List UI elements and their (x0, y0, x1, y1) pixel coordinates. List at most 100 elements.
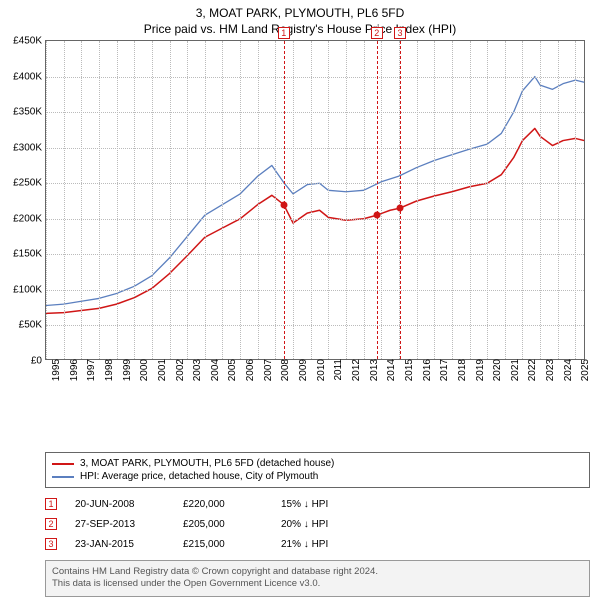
x-gridline (187, 41, 188, 359)
y-axis-label: £250K (13, 178, 46, 189)
x-axis-label: 2007 (261, 359, 274, 381)
plot-area: £0£50K£100K£150K£200K£250K£300K£350K£400… (45, 40, 585, 360)
x-gridline (328, 41, 329, 359)
x-gridline (293, 41, 294, 359)
x-axis-label: 2016 (420, 359, 433, 381)
y-axis-label: £450K (13, 36, 46, 47)
x-axis-label: 2004 (208, 359, 221, 381)
sale-marker-box: 3 (45, 538, 57, 550)
sale-price: £205,000 (183, 519, 263, 530)
y-gridline (46, 254, 584, 255)
chart-area: £0£50K£100K£150K£200K£250K£300K£350K£400… (0, 40, 600, 410)
legend-label: 3, MOAT PARK, PLYMOUTH, PL6 5FD (detache… (80, 458, 334, 469)
sale-marker-label: 1 (278, 27, 290, 39)
legend-swatch (52, 463, 74, 465)
x-axis-label: 2024 (561, 359, 574, 381)
sales-row: 2 27-SEP-2013 £205,000 20% ↓ HPI (45, 514, 590, 534)
y-gridline (46, 219, 584, 220)
x-gridline (222, 41, 223, 359)
y-gridline (46, 325, 584, 326)
y-axis-label: £50K (19, 320, 46, 331)
x-gridline (505, 41, 506, 359)
x-axis-label: 2008 (278, 359, 291, 381)
x-axis-label: 1996 (67, 359, 80, 381)
x-axis-label: 2000 (137, 359, 150, 381)
x-axis-label: 2023 (543, 359, 556, 381)
x-axis-label: 2022 (525, 359, 538, 381)
x-gridline (240, 41, 241, 359)
chart-title-line1: 3, MOAT PARK, PLYMOUTH, PL6 5FD (0, 0, 600, 20)
sale-diff: 21% ↓ HPI (281, 539, 371, 550)
x-axis-label: 2009 (296, 359, 309, 381)
x-axis-label: 2005 (225, 359, 238, 381)
x-axis-label: 1997 (84, 359, 97, 381)
x-gridline (417, 41, 418, 359)
sale-price: £215,000 (183, 539, 263, 550)
legend-item-property: 3, MOAT PARK, PLYMOUTH, PL6 5FD (detache… (52, 457, 583, 470)
x-gridline (346, 41, 347, 359)
x-axis-label: 1995 (49, 359, 62, 381)
footer-line: This data is licensed under the Open Gov… (52, 578, 583, 590)
sale-marker-box: 2 (45, 518, 57, 530)
x-axis-label: 2017 (437, 359, 450, 381)
x-gridline (99, 41, 100, 359)
sale-date: 20-JUN-2008 (75, 499, 165, 510)
x-axis-label: 2013 (367, 359, 380, 381)
x-axis-label: 2003 (190, 359, 203, 381)
x-axis-label: 2011 (331, 359, 344, 381)
y-gridline (46, 148, 584, 149)
y-axis-label: £350K (13, 107, 46, 118)
sale-marker-label: 2 (371, 27, 383, 39)
x-axis-label: 2019 (473, 359, 486, 381)
x-gridline (152, 41, 153, 359)
sales-row: 3 23-JAN-2015 £215,000 21% ↓ HPI (45, 534, 590, 554)
x-axis-label: 2020 (490, 359, 503, 381)
y-axis-label: £150K (13, 249, 46, 260)
y-gridline (46, 183, 584, 184)
sale-marker-dot (280, 201, 287, 208)
x-axis-label: 2014 (384, 359, 397, 381)
legend-swatch (52, 476, 74, 478)
x-gridline (64, 41, 65, 359)
sales-row: 1 20-JUN-2008 £220,000 15% ↓ HPI (45, 494, 590, 514)
x-gridline (46, 41, 47, 359)
x-axis-label: 2001 (155, 359, 168, 381)
x-gridline (558, 41, 559, 359)
x-gridline (364, 41, 365, 359)
x-gridline (275, 41, 276, 359)
legend: 3, MOAT PARK, PLYMOUTH, PL6 5FD (detache… (45, 452, 590, 488)
x-gridline (540, 41, 541, 359)
x-gridline (522, 41, 523, 359)
sale-marker-line (400, 41, 401, 359)
y-gridline (46, 77, 584, 78)
sale-marker-label: 3 (394, 27, 406, 39)
y-axis-label: £300K (13, 142, 46, 153)
x-axis-label: 2010 (314, 359, 327, 381)
sale-price: £220,000 (183, 499, 263, 510)
y-axis-label: £400K (13, 71, 46, 82)
x-axis-label: 2012 (349, 359, 362, 381)
sale-marker-line (284, 41, 285, 359)
x-gridline (575, 41, 576, 359)
sale-date: 27-SEP-2013 (75, 519, 165, 530)
x-gridline (134, 41, 135, 359)
sale-marker-dot (373, 212, 380, 219)
x-axis-label: 2021 (508, 359, 521, 381)
x-gridline (452, 41, 453, 359)
sales-table: 1 20-JUN-2008 £220,000 15% ↓ HPI 2 27-SE… (45, 494, 590, 554)
x-gridline (258, 41, 259, 359)
x-gridline (311, 41, 312, 359)
x-axis-label: 2025 (578, 359, 591, 381)
sale-diff: 15% ↓ HPI (281, 499, 371, 510)
sale-marker-box: 1 (45, 498, 57, 510)
x-gridline (205, 41, 206, 359)
x-axis-label: 2002 (173, 359, 186, 381)
attribution-footer: Contains HM Land Registry data © Crown c… (45, 560, 590, 597)
x-axis-label: 1999 (120, 359, 133, 381)
sale-marker-line (377, 41, 378, 359)
x-axis-label: 2018 (455, 359, 468, 381)
legend-item-hpi: HPI: Average price, detached house, City… (52, 470, 583, 483)
y-axis-label: £100K (13, 284, 46, 295)
x-axis-label: 2015 (402, 359, 415, 381)
x-gridline (434, 41, 435, 359)
